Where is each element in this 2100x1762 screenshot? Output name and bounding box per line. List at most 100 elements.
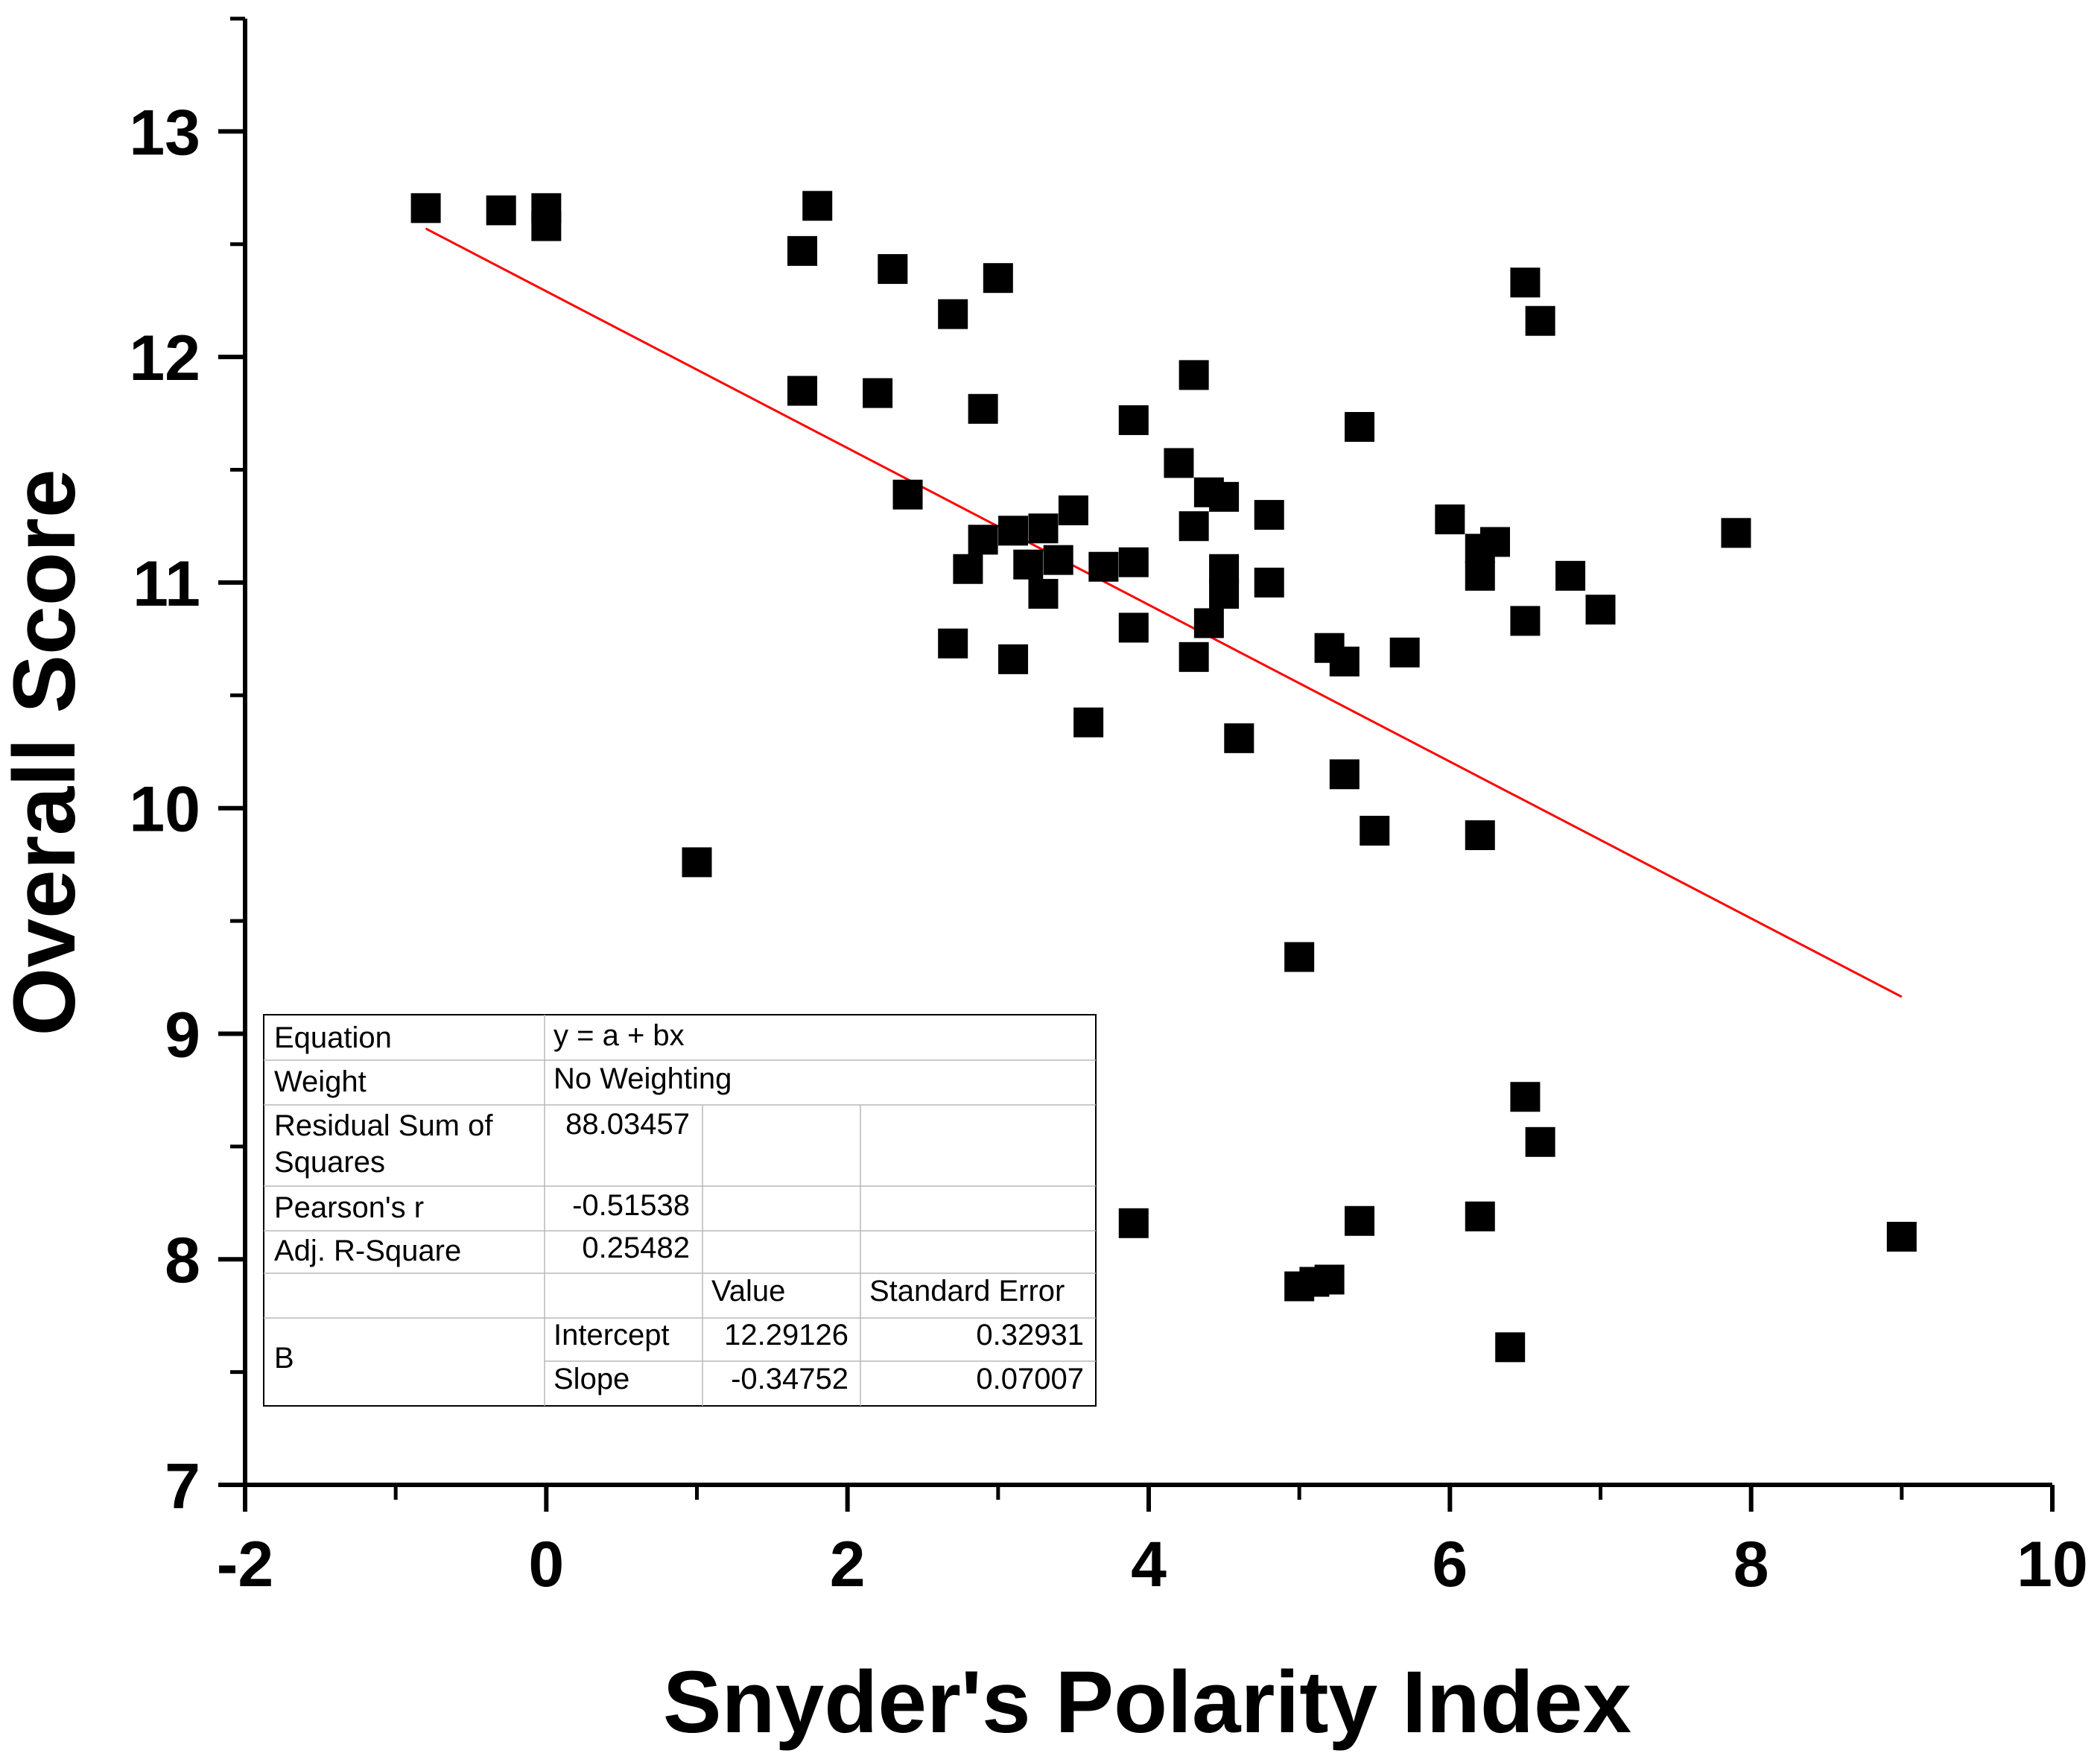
rss-label-line2: Squares [274, 1146, 385, 1179]
data-point [1465, 560, 1495, 591]
data-point [1585, 595, 1616, 625]
y-tick-label: 10 [129, 774, 200, 846]
data-point [998, 516, 1029, 546]
data-point [682, 847, 712, 878]
data-point [1254, 500, 1284, 530]
x-axis-ticks: -2 0 2 4 6 8 10 [217, 1485, 2088, 1600]
data-point [531, 211, 562, 241]
data-point [1179, 511, 1209, 542]
parameter-group-label: B [274, 1342, 294, 1375]
weight-label: Weight [274, 1065, 367, 1098]
data-point [1179, 360, 1209, 390]
data-point [1254, 567, 1284, 598]
data-point [1028, 579, 1059, 609]
y-tick-label: 12 [129, 323, 200, 394]
stats-table-gridlines [264, 1015, 1096, 1406]
y-axis-ticks: 7 8 9 10 11 12 13 [129, 16, 245, 1522]
data-point [1118, 405, 1149, 435]
weight-value: No Weighting [553, 1062, 732, 1095]
data-point [1058, 495, 1088, 526]
data-point [1118, 1208, 1149, 1238]
data-point [1389, 637, 1420, 668]
y-tick-label: 11 [133, 548, 200, 620]
adj-r-square-label: Adj. R-Square [274, 1235, 461, 1267]
data-point [410, 193, 441, 224]
data-point [1118, 547, 1149, 577]
intercept-value: 12.29126 [724, 1319, 848, 1351]
data-point [1525, 305, 1555, 336]
equation-label: Equation [274, 1021, 392, 1054]
data-point [1193, 608, 1224, 638]
data-point [1465, 1201, 1495, 1232]
pearson-label: Pearson's r [274, 1191, 424, 1224]
data-point [1209, 579, 1240, 609]
data-point [1284, 942, 1315, 972]
regression-line [425, 227, 1903, 998]
data-point [953, 554, 983, 584]
x-tick-label: 2 [830, 1529, 866, 1600]
data-point [1510, 606, 1541, 636]
data-point [968, 525, 998, 555]
regression-stats-table: Equation y = a + bx Weight No Weighting … [263, 1014, 1097, 1407]
data-point [1525, 1126, 1555, 1157]
data-point [892, 479, 923, 510]
data-point [1345, 412, 1375, 443]
stats-table-border [263, 1014, 1097, 1407]
data-point [1314, 1264, 1345, 1295]
slope-label: Slope [553, 1363, 629, 1395]
data-point [1028, 513, 1059, 544]
slope-value: -0.34752 [731, 1363, 848, 1395]
data-point [983, 263, 1013, 294]
x-tick-label: 8 [1733, 1529, 1769, 1600]
data-point [1164, 448, 1194, 478]
data-point [1435, 504, 1465, 535]
data-point [802, 191, 833, 221]
slope-standard-error: 0.07007 [976, 1363, 1084, 1395]
data-point [787, 235, 818, 266]
rss-label-line1: Residual Sum of [274, 1109, 493, 1142]
intercept-standard-error: 0.32931 [976, 1319, 1084, 1351]
data-point [968, 393, 998, 424]
y-tick-label: 7 [165, 1451, 200, 1522]
pearson-value: -0.51538 [572, 1189, 690, 1222]
x-tick-label: 6 [1432, 1529, 1468, 1600]
value-column-header: Value [711, 1275, 785, 1308]
data-point [1721, 518, 1751, 548]
data-point [1360, 815, 1390, 846]
equation-value: y = a + bx [553, 1019, 685, 1052]
data-point [486, 195, 516, 226]
data-point [1013, 549, 1044, 580]
data-point [1329, 759, 1360, 790]
data-point [1209, 481, 1240, 512]
intercept-label: Intercept [553, 1319, 670, 1351]
x-tick-label: 10 [2017, 1529, 2088, 1600]
data-point [1179, 641, 1209, 672]
data-point [787, 375, 818, 406]
data-point [1118, 612, 1149, 643]
y-tick-label: 8 [165, 1225, 200, 1296]
y-tick-label: 13 [129, 97, 200, 168]
x-axis-title: Snyder's Polarity Index [663, 1653, 1631, 1752]
data-point [1495, 1332, 1526, 1363]
data-point [1510, 1082, 1541, 1112]
data-points [410, 191, 1917, 1363]
data-point [1345, 1205, 1375, 1236]
data-point [863, 378, 893, 408]
data-point [938, 299, 968, 329]
data-point [1329, 646, 1360, 676]
data-point [1555, 560, 1586, 591]
adj-r-square-value: 0.25482 [582, 1232, 690, 1264]
data-point [1465, 820, 1495, 851]
data-point [1224, 723, 1254, 753]
data-point [1479, 527, 1510, 557]
data-point [1073, 707, 1104, 738]
x-tick-label: -2 [217, 1529, 273, 1600]
data-point [878, 254, 908, 285]
data-point [1088, 551, 1119, 582]
data-point [938, 628, 968, 659]
data-point [1886, 1221, 1917, 1252]
x-tick-label: 4 [1131, 1529, 1167, 1600]
data-point [998, 644, 1029, 674]
